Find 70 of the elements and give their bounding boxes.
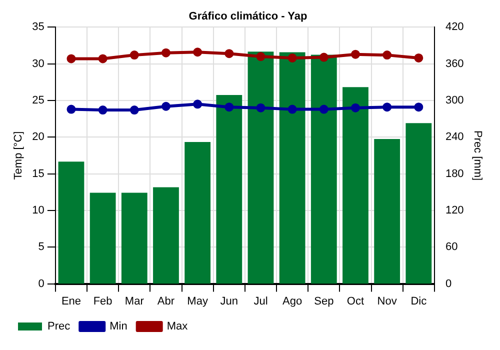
point xyxy=(130,50,139,60)
y-tick-label: 15 xyxy=(32,168,44,180)
x-tick-label: Mar xyxy=(124,295,144,308)
y2-tick-label: 360 xyxy=(445,58,464,70)
point xyxy=(98,54,108,64)
point xyxy=(66,54,76,64)
bar xyxy=(248,52,274,284)
point xyxy=(288,53,297,62)
point xyxy=(319,104,328,114)
y-tick-label: 5 xyxy=(38,241,44,254)
bar xyxy=(279,52,306,284)
x-tick-label: Ago xyxy=(282,295,302,308)
point xyxy=(350,103,360,112)
point xyxy=(193,100,202,109)
bar xyxy=(406,123,432,284)
point xyxy=(256,52,266,62)
x-tick-label: Jul xyxy=(254,295,268,308)
bar xyxy=(216,95,242,284)
point xyxy=(350,50,360,59)
legend-label: Min xyxy=(110,320,128,333)
y2-tick-label: 0 xyxy=(445,278,452,290)
y-axis-title: Temp [°C] xyxy=(12,131,25,180)
x-tick-label: Oct xyxy=(346,295,364,308)
y2-axis-title: Prec [mm] xyxy=(471,130,484,181)
point xyxy=(319,52,328,62)
point xyxy=(414,53,424,62)
point xyxy=(66,104,76,114)
point xyxy=(98,106,108,115)
point xyxy=(288,104,297,114)
point xyxy=(130,106,139,115)
bar xyxy=(90,192,116,284)
x-tick-label: Abr xyxy=(157,295,175,308)
bar xyxy=(121,192,148,284)
point xyxy=(224,102,234,112)
point xyxy=(382,102,392,112)
chart-title: Gráfico climático - Yap xyxy=(188,10,308,23)
point xyxy=(161,102,170,111)
legend-label: Prec xyxy=(48,320,71,333)
x-tick-label: Feb xyxy=(93,295,112,308)
y-tick-label: 0 xyxy=(38,278,44,290)
point xyxy=(224,49,234,58)
x-tick-label: Jun xyxy=(220,295,238,308)
bar xyxy=(310,54,337,284)
y-tick-label: 10 xyxy=(32,204,44,217)
bar xyxy=(342,87,368,284)
bar xyxy=(374,139,400,284)
legend-label: Max xyxy=(166,320,188,333)
point xyxy=(382,50,392,60)
x-tick-label: Ene xyxy=(61,295,82,308)
y2-tick-label: 60 xyxy=(445,241,458,254)
point xyxy=(161,48,170,58)
bar xyxy=(58,162,84,284)
y-tick-label: 20 xyxy=(32,131,44,144)
x-tick-label: May xyxy=(187,295,208,308)
point xyxy=(256,103,266,112)
y2-tick-label: 180 xyxy=(445,168,464,180)
y-tick-label: 35 xyxy=(32,21,44,34)
y2-tick-label: 120 xyxy=(445,204,464,217)
point xyxy=(193,48,202,57)
x-tick-label: Dic xyxy=(410,295,428,308)
y2-tick-label: 420 xyxy=(445,21,464,34)
y2-tick-label: 300 xyxy=(445,94,464,107)
x-tick-label: Sep xyxy=(314,295,334,308)
y-tick-label: 30 xyxy=(32,58,44,70)
point xyxy=(414,102,424,112)
bar xyxy=(184,142,211,284)
x-tick-label: Nov xyxy=(377,295,398,308)
y-tick-label: 25 xyxy=(32,94,44,107)
bar xyxy=(153,187,179,284)
y2-tick-label: 240 xyxy=(445,131,464,144)
